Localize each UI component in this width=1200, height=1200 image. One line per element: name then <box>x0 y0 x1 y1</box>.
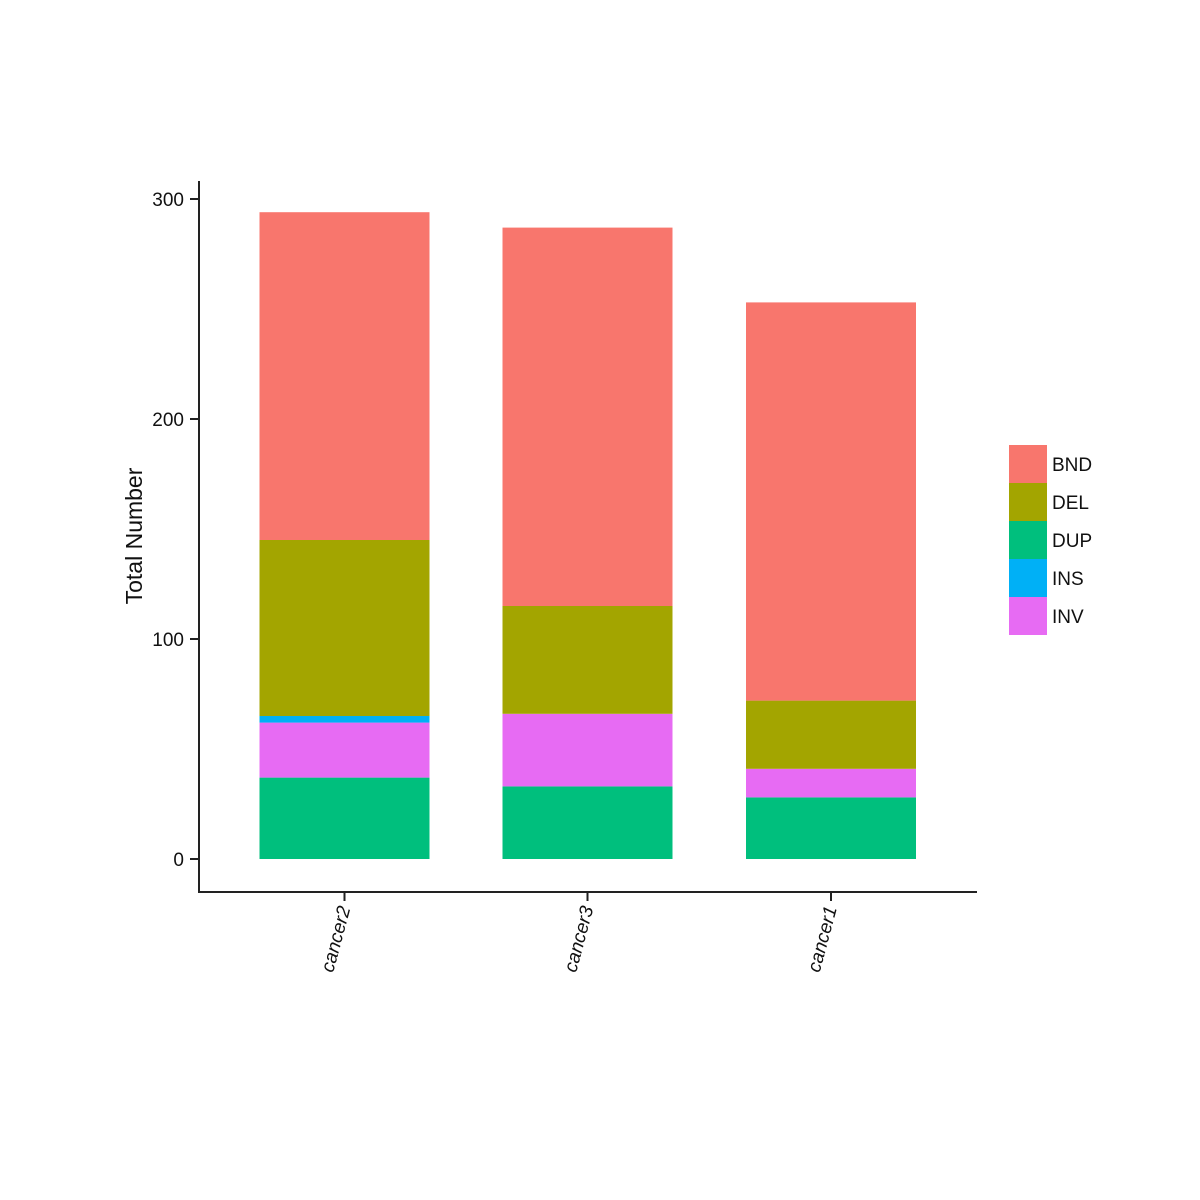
x-ticks: cancer2 cancer3 cancer1 <box>318 892 842 975</box>
legend-label-ins: INS <box>1052 569 1084 590</box>
y-ticks: 0 100 200 300 <box>152 190 199 871</box>
x-tick-label-cancer1: cancer1 <box>804 904 842 975</box>
bar-segment-cancer2-ins <box>259 716 430 723</box>
bar-segment-cancer1-bnd <box>746 302 916 701</box>
bar-segment-cancer2-inv <box>259 722 430 778</box>
x-tick-label-cancer2: cancer2 <box>318 903 356 974</box>
bars-layer <box>259 212 916 859</box>
bar-segment-cancer3-del <box>502 606 673 714</box>
legend-key-dup <box>1009 521 1047 559</box>
bar-segment-cancer1-dup <box>746 797 916 859</box>
x-tick-label-cancer3: cancer3 <box>561 903 599 974</box>
y-tick-label: 300 <box>152 190 184 211</box>
bar-segment-cancer3-bnd <box>502 227 673 606</box>
bar-segment-cancer2-dup <box>259 777 430 859</box>
bar-segment-cancer3-inv <box>502 713 673 787</box>
legend-key-del <box>1009 483 1047 521</box>
bar-segment-cancer3-dup <box>502 786 673 859</box>
y-tick-label: 100 <box>152 630 184 651</box>
legend-key-ins <box>1009 559 1047 597</box>
legend-key-inv <box>1009 597 1047 635</box>
legend-key-bnd <box>1009 445 1047 483</box>
legend-label-del: DEL <box>1052 493 1089 514</box>
bar-segment-cancer1-del <box>746 700 916 769</box>
y-axis-title: Total Number <box>121 467 147 604</box>
legend-label-dup: DUP <box>1052 531 1092 552</box>
legend-label-bnd: BND <box>1052 455 1092 476</box>
bar-segment-cancer2-del <box>259 540 430 716</box>
y-tick-label: 0 <box>173 850 184 871</box>
legend: BND DEL DUP INS INV <box>1009 445 1092 635</box>
bar-segment-cancer2-bnd <box>259 212 430 540</box>
y-tick-label: 200 <box>152 410 184 431</box>
legend-label-inv: INV <box>1052 607 1084 628</box>
bar-segment-cancer1-inv <box>746 768 916 798</box>
